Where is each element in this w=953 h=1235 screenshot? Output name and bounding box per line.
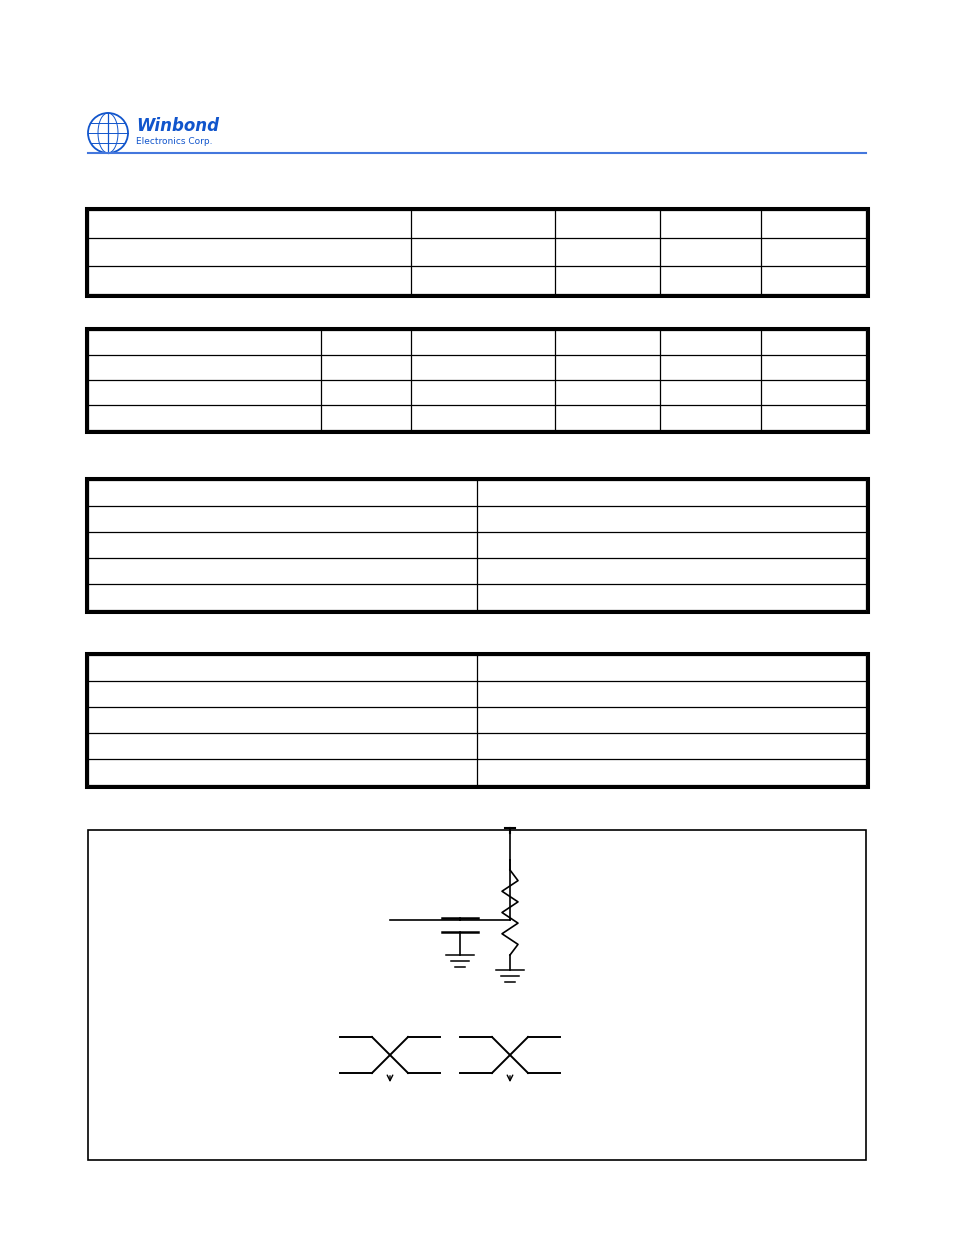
- Text: Winbond: Winbond: [136, 117, 219, 135]
- Bar: [86, 478, 867, 613]
- Bar: [88, 830, 865, 1160]
- Bar: [86, 207, 867, 296]
- Bar: [86, 653, 867, 787]
- Bar: [88, 655, 865, 785]
- Bar: [86, 329, 867, 432]
- Bar: [88, 330, 865, 430]
- Bar: [88, 480, 865, 610]
- Bar: [88, 210, 865, 294]
- Text: Electronics Corp.: Electronics Corp.: [136, 137, 213, 146]
